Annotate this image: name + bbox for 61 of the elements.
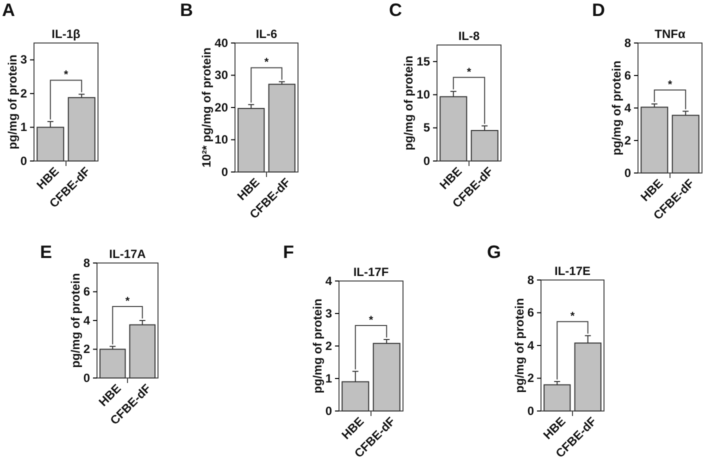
y-axis-title: pg/mg of protein <box>310 298 324 394</box>
y-axis-title: pg/mg of protein <box>512 298 526 393</box>
y-tick-label: 3 <box>20 52 28 67</box>
text: G <box>487 242 502 262</box>
y-tick-label: 8 <box>624 36 632 50</box>
y-tick-label: 2 <box>83 342 90 356</box>
y-tick-label: 6 <box>83 284 90 299</box>
text: C <box>389 0 402 20</box>
text: F <box>283 242 294 262</box>
y-tick-label: 0 <box>83 370 90 385</box>
annotation: * <box>125 296 130 308</box>
y-tick-label: 4 <box>624 100 632 115</box>
y-tick-label: 2 <box>325 338 332 353</box>
chart-title: TNFα <box>654 27 686 41</box>
y-tick-label: 3 <box>325 306 332 320</box>
y-tick-label: 30 <box>214 68 228 82</box>
y-tick-label: 2 <box>527 371 534 386</box>
y-tick-label: 0 <box>20 154 28 168</box>
annotation: * <box>466 66 472 78</box>
y-tick-label: 6 <box>527 306 534 320</box>
annotation: * <box>668 78 673 91</box>
y-tick-label: 40 <box>214 36 228 50</box>
chart-title: IL-6 <box>256 27 278 41</box>
text: E <box>40 242 52 262</box>
y-tick-label: 1 <box>20 120 28 134</box>
y-tick-label: 0 <box>221 164 228 179</box>
y-tick-label: 2 <box>624 133 632 148</box>
chart-title: IL-1β <box>52 27 80 41</box>
annotation: * <box>264 56 270 69</box>
y-tick-label: 0 <box>624 166 632 180</box>
y-tick-label: 0 <box>423 154 430 168</box>
y-tick-label: 0 <box>527 404 534 418</box>
text: A <box>2 0 15 20</box>
y-axis-title: 10²* pg/mg of protein <box>200 48 214 168</box>
y-tick-label: 0 <box>325 404 332 418</box>
y-tick-label: 2 <box>20 86 28 100</box>
chart-title: IL-17F <box>353 265 389 279</box>
annotation: * <box>64 69 69 82</box>
y-axis-title: pg/mg of protein <box>609 60 624 156</box>
y-axis-title: pg/mg of protein <box>68 273 82 368</box>
y-axis-title: pg/mg of protein <box>5 54 20 150</box>
y-tick-label: 10 <box>416 88 430 102</box>
y-axis-title: pg/mg of protein <box>402 56 416 150</box>
y-tick-label: 6 <box>624 68 632 82</box>
y-tick-label: 1 <box>325 371 332 386</box>
y-tick-label: 15 <box>416 54 430 68</box>
chart-title: IL-17E <box>554 264 591 278</box>
text: D <box>592 0 605 20</box>
y-tick-label: 4 <box>83 313 90 328</box>
y-tick-label: 5 <box>423 120 430 135</box>
annotation: * <box>570 310 576 323</box>
text: B <box>180 0 193 20</box>
y-tick-label: 8 <box>83 256 90 270</box>
y-tick-label: 4 <box>527 338 534 352</box>
y-tick-label: 4 <box>325 274 332 288</box>
y-tick-label: 10 <box>214 132 228 147</box>
y-tick-label: 20 <box>214 100 228 114</box>
chart-title: IL-17A <box>109 247 146 261</box>
chart-title: IL-8 <box>458 29 480 43</box>
y-tick-label: 8 <box>527 272 534 287</box>
annotation: * <box>368 314 374 326</box>
